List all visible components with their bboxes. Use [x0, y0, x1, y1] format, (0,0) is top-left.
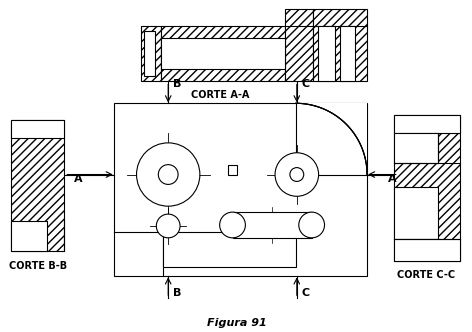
Circle shape: [275, 153, 319, 196]
Bar: [394, 133, 438, 163]
Bar: [163, 232, 296, 267]
Text: A: A: [388, 174, 396, 184]
Bar: [285, 9, 312, 81]
Text: CORTE C-C: CORTE C-C: [397, 271, 455, 281]
Text: B: B: [173, 79, 182, 90]
Text: B: B: [173, 288, 182, 298]
Text: C: C: [302, 288, 310, 298]
Bar: [394, 239, 460, 261]
Bar: [228, 165, 237, 175]
Bar: [394, 115, 460, 133]
Text: C: C: [302, 79, 310, 90]
Bar: [144, 31, 155, 76]
Bar: [233, 212, 312, 238]
Bar: [11, 120, 64, 138]
Circle shape: [158, 165, 178, 184]
Circle shape: [156, 214, 180, 238]
Bar: [318, 26, 336, 81]
Bar: [318, 26, 336, 81]
Text: Figura 91: Figura 91: [207, 318, 266, 328]
Bar: [394, 239, 460, 261]
Text: CORTE A-A: CORTE A-A: [192, 90, 250, 100]
Bar: [394, 187, 438, 239]
Text: CORTE B-B: CORTE B-B: [8, 261, 67, 271]
Bar: [11, 120, 64, 251]
Circle shape: [136, 143, 200, 206]
Bar: [11, 221, 47, 251]
Bar: [340, 26, 355, 81]
Bar: [340, 26, 355, 81]
Bar: [296, 103, 367, 175]
Bar: [394, 187, 438, 239]
Bar: [161, 38, 285, 69]
Bar: [144, 31, 155, 76]
Circle shape: [290, 168, 304, 182]
Circle shape: [219, 212, 245, 238]
Bar: [11, 120, 64, 138]
Bar: [394, 133, 438, 163]
Bar: [114, 103, 367, 277]
Bar: [394, 115, 460, 133]
Bar: [312, 9, 367, 81]
Wedge shape: [296, 103, 367, 175]
Bar: [11, 221, 47, 251]
Bar: [142, 26, 161, 81]
Bar: [161, 26, 285, 81]
Bar: [161, 38, 285, 69]
Bar: [394, 115, 460, 261]
Text: A: A: [74, 174, 83, 184]
Circle shape: [299, 212, 325, 238]
